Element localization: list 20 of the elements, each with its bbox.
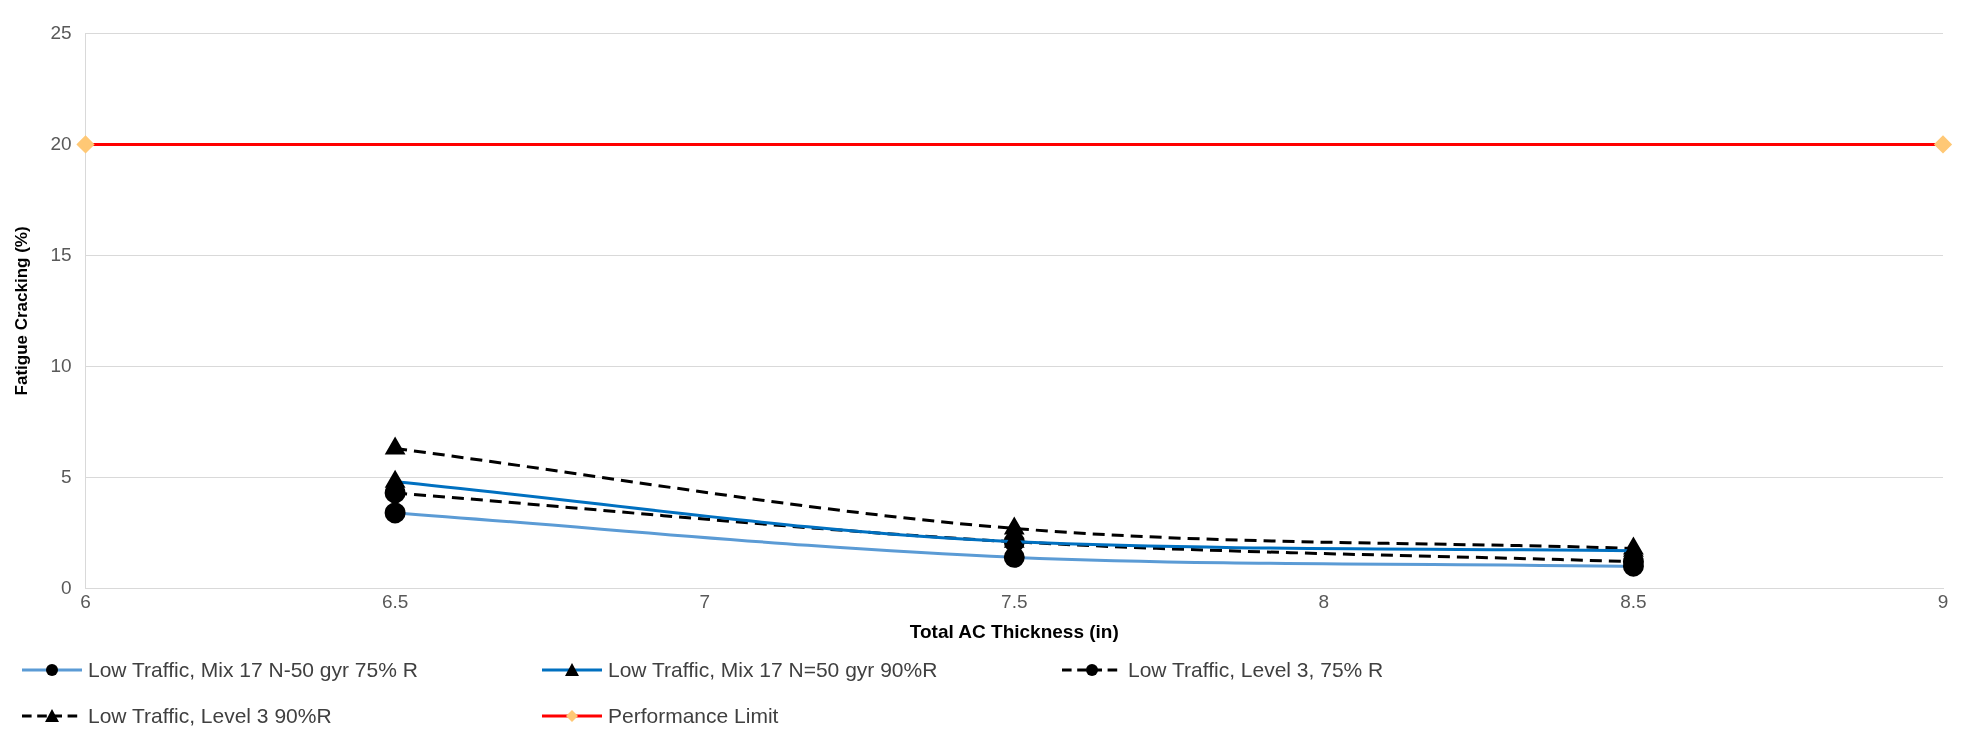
legend-label: Low Traffic, Mix 17 N-50 gyr 75% R	[88, 658, 418, 682]
y-tick-label: 10	[50, 354, 72, 376]
x-tick-label: 6	[80, 591, 91, 613]
y-tick-label: 20	[50, 132, 72, 154]
x-tick-label: 8	[1318, 591, 1330, 613]
y-tick-label: 5	[60, 465, 72, 487]
x-tick-label: 7	[699, 591, 710, 613]
y-axis-title: Fatigue Cracking (%)	[11, 226, 31, 396]
y-tick-label: 25	[50, 21, 72, 43]
y-tick-label: 15	[50, 243, 72, 265]
x-axis-title: Total AC Thickness (in)	[909, 620, 1119, 642]
x-tick-label: 6.5	[381, 591, 409, 613]
x-tick-label: 7.5	[1001, 591, 1028, 613]
legend-label: Performance Limit	[608, 704, 779, 728]
legend-label: Low Traffic, Mix 17 N=50 gyr 90%R	[608, 658, 938, 682]
legend-label: Low Traffic, Level 3, 75% R	[1128, 658, 1384, 682]
y-tick-label: 0	[60, 576, 72, 598]
legend-label: Low Traffic, Level 3 90%R	[88, 704, 332, 728]
x-tick-label: 8.5	[1620, 591, 1647, 613]
x-tick-label: 9	[1937, 591, 1949, 613]
